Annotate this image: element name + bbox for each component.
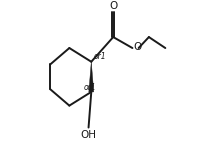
- Text: O: O: [109, 1, 117, 11]
- Text: OH: OH: [81, 130, 97, 140]
- Text: O: O: [133, 42, 141, 52]
- Polygon shape: [89, 62, 94, 92]
- Text: or1: or1: [84, 83, 96, 92]
- Text: or1: or1: [93, 52, 106, 61]
